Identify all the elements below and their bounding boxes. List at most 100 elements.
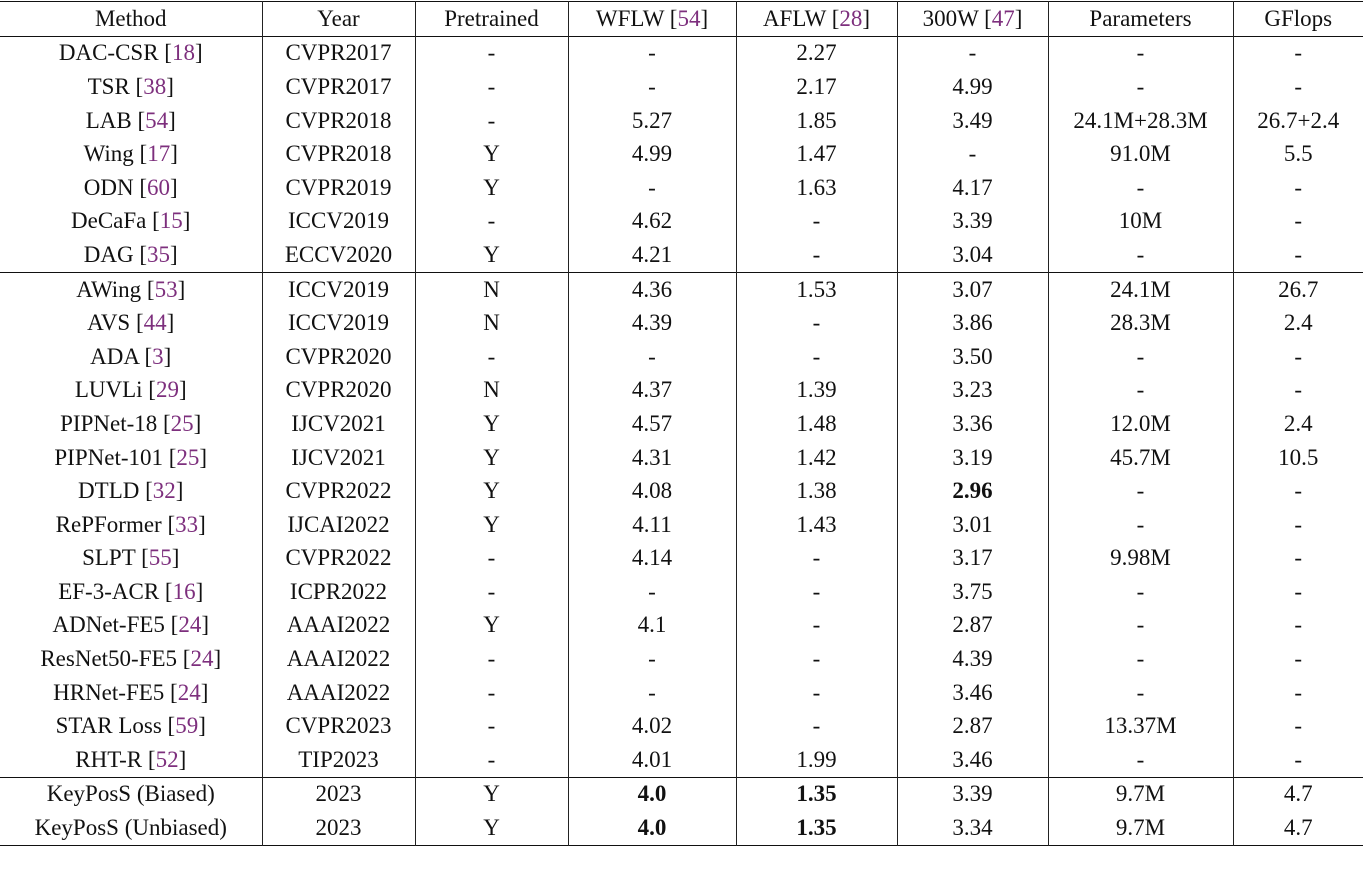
table-row: PIPNet-101 [25] IJCV2021 Y 4.31 1.42 3.19 45.7…: [0, 440, 1363, 475]
table-cell: 45.7M: [1047, 440, 1233, 475]
table-cell: Y: [414, 238, 568, 273]
table-row: RePFormer [33] IJCAI2022 Y 4.11 1.43 3.01- -: [0, 507, 1363, 542]
table-cell: -: [1047, 743, 1233, 778]
table-cell: 28.3M: [1047, 306, 1233, 340]
table-row: ADA [3] CVPR2020- - -3.50- -: [0, 339, 1363, 374]
table-cell: -: [1232, 743, 1363, 778]
method-cell: DTLD [32]: [78, 478, 184, 504]
table-cell: CVPR2017: [261, 36, 415, 71]
table-cell: -: [735, 541, 897, 576]
table-cell: 4.99: [567, 137, 736, 171]
table-cell: 3.04: [896, 238, 1048, 273]
column-header: AFLW [28]: [735, 1, 897, 37]
table-cell: Y: [414, 811, 568, 846]
method-cell: Wing [17]: [83, 141, 178, 167]
table-cell: 10M: [1047, 204, 1233, 239]
table-cell: 3.01: [896, 507, 1048, 542]
table-cell: CVPR2022: [261, 541, 415, 576]
table-cell: 4.11: [567, 507, 736, 542]
method-cell: ResNet50-FE5 [24]: [40, 646, 222, 672]
table-cell: 24.1M+28.3M: [1047, 103, 1233, 138]
table-cell: CVPR2022: [261, 474, 415, 508]
table-row: EF-3-ACR [16] ICPR2022- - -3.75- -: [0, 575, 1363, 609]
table-cell: 2.96: [896, 474, 1048, 508]
table-cell: 4.0: [567, 811, 736, 846]
table-cell: 3.19: [896, 440, 1048, 475]
table-cell: -: [1232, 709, 1363, 744]
table-cell: -: [1232, 36, 1363, 71]
table-row: AWing [53] ICCV2019 N 4.36 1.53 3.07 24.1M 26.7: [0, 272, 1363, 307]
table-cell: 1.42: [735, 440, 897, 475]
table-row: DAC-CSR [18] CVPR2017- -2.27- - -: [0, 36, 1363, 71]
table-cell: ICCV2019: [261, 306, 415, 340]
column-header: 300W [47]: [896, 1, 1048, 37]
table-cell: -: [1232, 238, 1363, 273]
table-cell: 2.4: [1232, 306, 1363, 340]
table-cell: ICPR2022: [261, 575, 415, 609]
table-cell: -: [414, 743, 568, 778]
table-row: RHT-R [52] TIP2023-4.01 1.99 3.46- -: [0, 743, 1363, 778]
table-cell: 4.17: [896, 170, 1048, 205]
method-cell: PIPNet-101 [25]: [54, 444, 208, 470]
table-cell: -: [1232, 170, 1363, 205]
table-cell: 3.46: [896, 743, 1048, 778]
table-cell: 4.08: [567, 474, 736, 508]
method-cell: LAB [54]: [85, 107, 176, 133]
table-cell: -: [1232, 541, 1363, 576]
method-cell: SLPT [55]: [82, 545, 180, 571]
table-cell: 2023: [261, 811, 415, 846]
table-cell: Y: [414, 440, 568, 475]
method-cell: PIPNet-18 [25]: [60, 410, 202, 436]
table-cell: CVPR2019: [261, 170, 415, 205]
table-row: LAB [54] CVPR2018-5.27 1.85 3.49 24.1M+28.3M…: [0, 103, 1363, 138]
method-cell: KeyPosS (Unbiased): [34, 815, 227, 841]
table-cell: -: [735, 709, 897, 744]
table-cell: 1.35: [735, 777, 897, 812]
column-header: Pretrained: [414, 1, 568, 37]
column-header: Parameters: [1047, 1, 1233, 37]
method-cell: STAR Loss [59]: [55, 713, 206, 739]
table-cell: 3.23: [896, 373, 1048, 408]
table-cell: -: [414, 204, 568, 239]
table-cell: Y: [414, 474, 568, 508]
table-cell: -: [1047, 373, 1233, 408]
table-row: KeyPosS (Biased) 2023 Y 4.0 1.35 3.39 9.7M 4.7: [0, 777, 1363, 812]
table-cell: CVPR2020: [261, 339, 415, 374]
method-cell: DAG [35]: [83, 241, 178, 267]
table-cell: -: [1232, 373, 1363, 408]
method-cell: DeCaFa [15]: [71, 208, 191, 234]
table-cell: -: [567, 675, 736, 710]
table-cell: 4.01: [567, 743, 736, 778]
table-cell: N: [414, 373, 568, 408]
table-cell: 3.07: [896, 272, 1048, 307]
table-cell: -: [567, 36, 736, 71]
table-cell: N: [414, 306, 568, 340]
column-header: Method: [94, 5, 167, 31]
method-cell: RePFormer [33]: [55, 511, 206, 537]
table-cell: -: [1047, 238, 1233, 273]
table-cell: 1.85: [735, 103, 897, 138]
table-row: ODN [60] CVPR2019 Y -1.63 4.17- -: [0, 170, 1363, 205]
table-cell: 1.35: [735, 811, 897, 846]
results-table: Method Year Pretrained WFLW [54] AFLW [28] 30…: [0, 1, 1363, 846]
table-cell: 2.4: [1232, 407, 1363, 441]
table-cell: 9.98M: [1047, 541, 1233, 576]
table-cell: AAAI2022: [261, 675, 415, 710]
table-cell: -: [567, 642, 736, 676]
table-cell: -: [735, 306, 897, 340]
column-header: Year: [261, 1, 415, 37]
table-cell: ICCV2019: [261, 272, 415, 307]
table-cell: -: [414, 575, 568, 609]
table-cell: -: [414, 709, 568, 744]
table-cell: -: [1232, 608, 1363, 643]
table-row: AVS [44] ICCV2019 N 4.39-3.86 28.3M 2.4: [0, 306, 1363, 340]
table-cell: Y: [414, 777, 568, 812]
table-cell: Y: [414, 170, 568, 205]
table-cell: 4.21: [567, 238, 736, 273]
method-cell: LUVLi [29]: [74, 377, 187, 403]
table-cell: -: [1232, 339, 1363, 374]
table-cell: 1.63: [735, 170, 897, 205]
table-cell: -: [1047, 642, 1233, 676]
table-cell: 9.7M: [1047, 777, 1233, 812]
table-row: STAR Loss [59] CVPR2023-4.02-2.87 13.37M -: [0, 709, 1363, 744]
